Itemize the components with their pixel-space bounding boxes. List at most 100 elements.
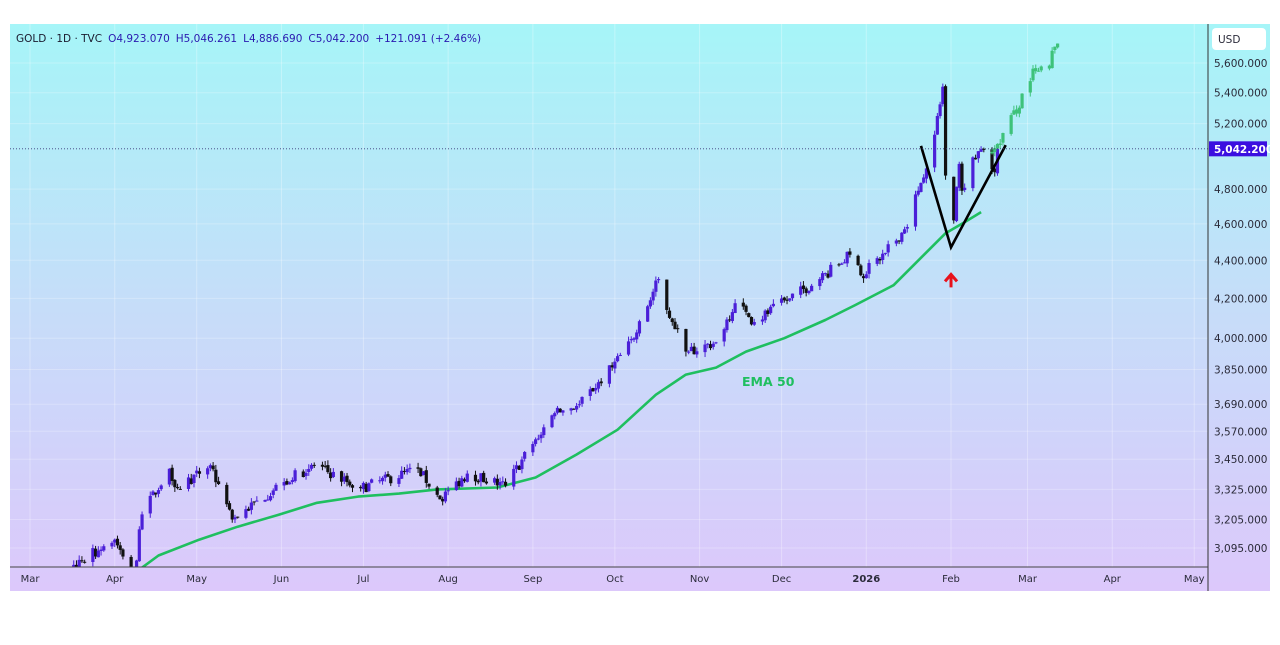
- candle: [118, 541, 122, 555]
- candle-body: [457, 480, 461, 487]
- candle: [569, 407, 573, 415]
- candle-body: [1050, 50, 1054, 69]
- candle: [752, 318, 756, 326]
- candle-body: [206, 468, 210, 475]
- candle: [610, 362, 614, 371]
- price-tick-label: 5,400.000: [1214, 88, 1267, 100]
- candle: [367, 482, 371, 493]
- candle: [561, 409, 565, 416]
- projection-candle: [1012, 105, 1016, 115]
- candle-body: [957, 163, 961, 188]
- candle-body: [323, 465, 327, 467]
- candle: [845, 251, 849, 267]
- candle-body: [307, 468, 311, 472]
- candle-body: [766, 310, 770, 315]
- plot-area[interactable]: [53, 43, 1060, 580]
- candle-body: [708, 344, 713, 349]
- candle: [416, 462, 420, 473]
- candle: [725, 317, 729, 333]
- candle-body: [848, 251, 852, 255]
- candle-body: [933, 134, 937, 168]
- candle-body: [881, 253, 885, 260]
- candle-body: [1056, 43, 1060, 48]
- time-axis[interactable]: Mar Apr May Jun Jul Aug Sep Oct Nov Dec 2026 Feb Mar…: [21, 574, 1205, 585]
- candle: [542, 424, 546, 438]
- candle: [588, 386, 592, 401]
- candle-body: [520, 459, 524, 470]
- candle: [654, 276, 658, 297]
- candle-body: [779, 298, 784, 303]
- candle: [692, 342, 696, 355]
- candle-body: [402, 470, 407, 472]
- candle: [435, 485, 439, 498]
- candle-body: [288, 482, 292, 485]
- candle: [233, 514, 237, 524]
- candle-body: [80, 560, 84, 562]
- candle-body: [654, 280, 658, 292]
- time-tick-label: Feb: [942, 574, 960, 585]
- candle: [799, 281, 803, 299]
- candle-body: [342, 476, 346, 482]
- candle: [607, 365, 611, 388]
- candle-body: [290, 480, 294, 482]
- candle: [785, 295, 789, 305]
- candle: [665, 279, 669, 315]
- candle: [747, 312, 751, 318]
- price-axis[interactable]: 5,600.000 5,400.000 5,200.000 4,800.000 4,60…: [1214, 58, 1267, 555]
- candle: [274, 482, 278, 492]
- candle-body: [1039, 66, 1043, 71]
- candle-body: [875, 258, 879, 264]
- candle: [646, 304, 650, 322]
- candle: [859, 263, 863, 277]
- candle: [722, 327, 726, 347]
- candle: [706, 342, 710, 349]
- candle-body: [588, 389, 592, 396]
- candle-body: [993, 168, 997, 173]
- candle: [905, 224, 909, 233]
- candle: [976, 151, 980, 163]
- currency-button[interactable]: USD: [1212, 28, 1266, 50]
- candle-body: [113, 539, 117, 543]
- candle-body: [476, 480, 480, 483]
- candle: [186, 473, 191, 492]
- candle-body: [151, 491, 155, 496]
- candle-body: [979, 149, 983, 152]
- candle: [591, 387, 595, 392]
- candle-body: [976, 151, 980, 159]
- candle-body: [763, 310, 767, 321]
- candle: [208, 463, 212, 472]
- candle-body: [170, 467, 174, 481]
- candle: [159, 484, 163, 491]
- price-tick-label: 3,325.000: [1214, 484, 1267, 496]
- candle-body: [902, 229, 907, 234]
- candle: [350, 484, 355, 493]
- candle-body: [804, 288, 808, 293]
- candle-body: [913, 194, 918, 227]
- candle-body: [249, 502, 253, 510]
- projection-candle: [998, 138, 1002, 149]
- candle-body: [320, 464, 325, 467]
- candle-body: [728, 319, 732, 321]
- projection-candle: [1050, 47, 1054, 69]
- candle-body: [894, 240, 898, 244]
- candle-body: [214, 469, 218, 483]
- candle-body: [255, 500, 259, 502]
- candle: [206, 466, 210, 479]
- candle: [728, 315, 732, 323]
- candle: [867, 259, 871, 279]
- projection-candle: [1031, 65, 1035, 82]
- candle-body: [230, 509, 234, 520]
- candle: [941, 83, 945, 107]
- candle-body: [632, 338, 636, 340]
- candle-body: [304, 472, 308, 476]
- candle-body: [389, 476, 393, 484]
- candle: [197, 467, 202, 479]
- price-tick-label: 3,690.000: [1214, 399, 1267, 411]
- symbol-header: GOLD · 1D · TVC O4,923.070 H5,046.261 L4,88…: [16, 33, 481, 45]
- candle: [236, 516, 240, 519]
- candle-body: [271, 490, 275, 495]
- time-tick-label: Mar: [21, 574, 41, 585]
- last-price-label: 5,042.200: [1214, 144, 1273, 156]
- candle: [979, 146, 983, 152]
